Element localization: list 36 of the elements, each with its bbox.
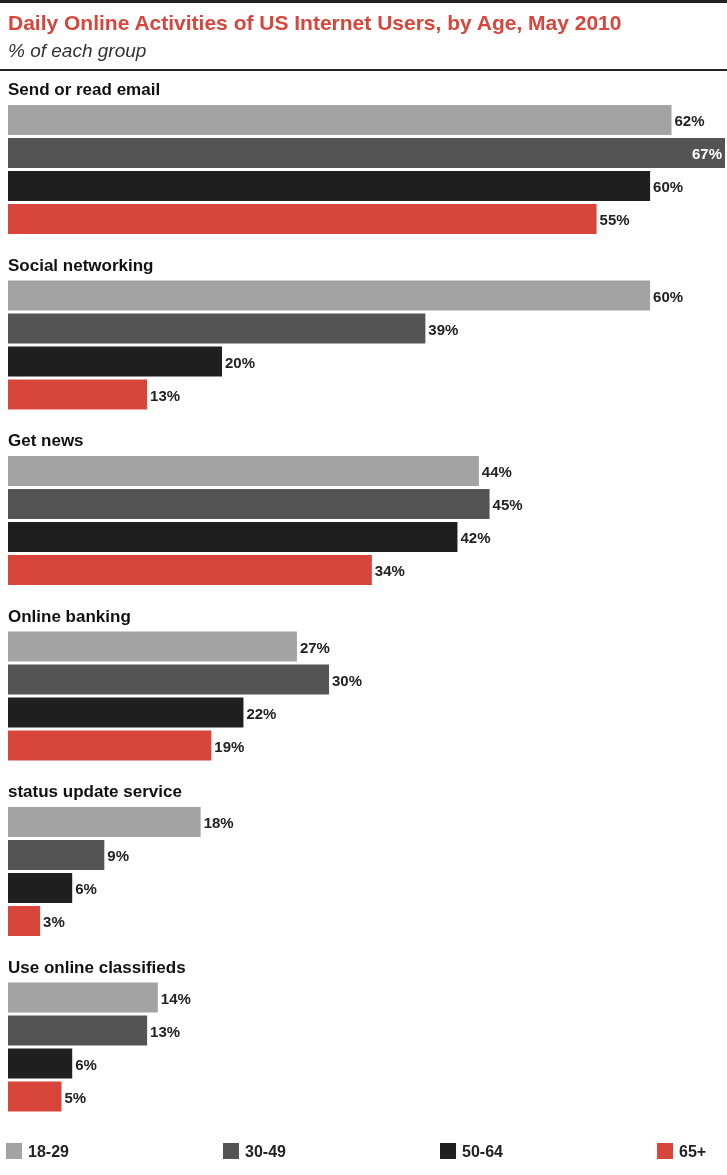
data-label: 27% [299, 638, 330, 656]
data-label: 20% [225, 353, 256, 371]
data-label: 22% [246, 704, 277, 722]
data-label: 6% [75, 1055, 97, 1073]
legend-label: 18-29 [28, 1143, 70, 1160]
data-label: 14% [160, 989, 191, 1007]
data-label: 19% [214, 737, 245, 755]
data-label: 45% [492, 496, 523, 513]
data-label: 39% [428, 320, 459, 338]
data-label: 55% [599, 211, 630, 228]
data-label: 3% [43, 913, 65, 930]
data-label: 42% [460, 529, 491, 546]
y-tick-label: Send or read email [8, 80, 161, 99]
data-label: 44% [481, 463, 512, 480]
legend-label: 65+ [679, 1143, 707, 1160]
legend-label: 50-64 [462, 1143, 504, 1160]
chart-subtitle: % of each group [8, 40, 147, 61]
y-tick-label: Social networking [8, 255, 154, 275]
y-tick-label: Online banking [8, 606, 131, 626]
y-tick-label: status update service [8, 782, 182, 801]
y-tick-label: Use online classifieds [8, 957, 186, 977]
chart-title: Daily Online Activities of US Internet Users, by Age, May 2010 [8, 11, 622, 34]
data-label: 60% [653, 178, 684, 195]
data-label: 67% [691, 145, 722, 162]
data-label: 30% [332, 671, 363, 689]
data-label: 6% [75, 880, 97, 897]
data-label: 62% [674, 112, 705, 129]
data-label: 60% [653, 287, 684, 305]
data-label: 18% [203, 814, 234, 831]
legend-label: 30-49 [245, 1143, 287, 1160]
data-label: 34% [374, 562, 405, 579]
data-label: 9% [107, 847, 129, 864]
data-label: 5% [64, 1088, 87, 1106]
data-label: 13% [150, 1022, 181, 1040]
y-tick-label: Get news [8, 431, 84, 450]
data-label: 13% [150, 386, 181, 404]
